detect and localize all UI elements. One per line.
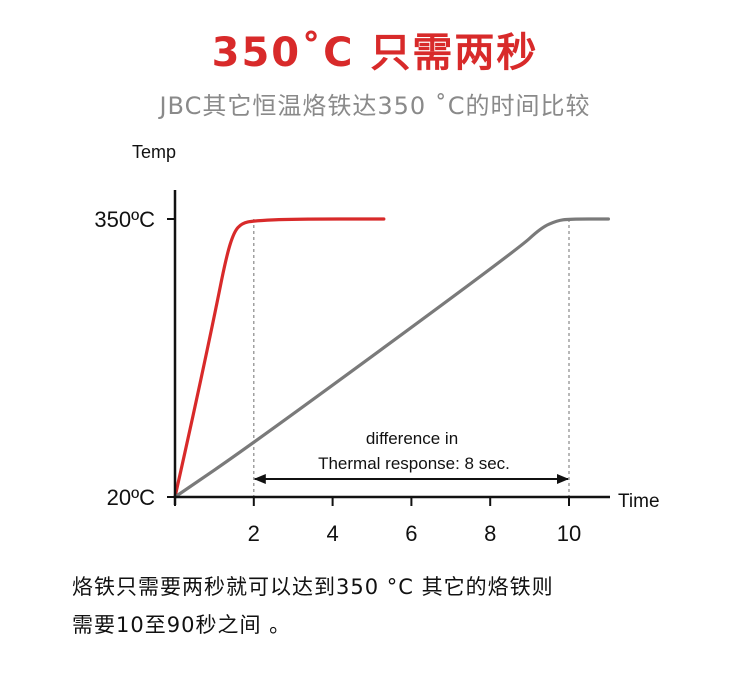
- page-title: 350˚C 只需两秒: [211, 30, 539, 76]
- x-tick-label-2: 2: [248, 521, 260, 546]
- y-axis-label: Temp: [132, 142, 176, 162]
- x-tick-label-4: 4: [326, 521, 338, 546]
- caption: 烙铁只需要两秒就可以达到350 °C 其它的烙铁则 需要10至90秒之间 。: [72, 568, 712, 644]
- series-line-2: [173, 217, 610, 499]
- caption-line-1: 烙铁只需要两秒就可以达到350 °C 其它的烙铁则: [72, 575, 554, 599]
- x-tick-label-6: 6: [405, 521, 417, 546]
- series-line-1: [173, 217, 386, 499]
- difference-annotation-line2: Thermal response: 8 sec.: [318, 454, 510, 473]
- y-tick-label-350: 350ºC: [94, 207, 155, 232]
- difference-annotation-line1: difference in: [366, 429, 458, 448]
- x-tick-label-8: 8: [484, 521, 496, 546]
- x-tick-label-10: 10: [557, 521, 581, 546]
- caption-line-2: 需要10至90秒之间 。: [72, 613, 292, 637]
- x-axis-label: Time: [618, 491, 660, 512]
- y-tick-label-20: 20ºC: [107, 485, 156, 510]
- page-subtitle: JBC其它恒温烙铁达350 ˚C的时间比较: [159, 92, 591, 120]
